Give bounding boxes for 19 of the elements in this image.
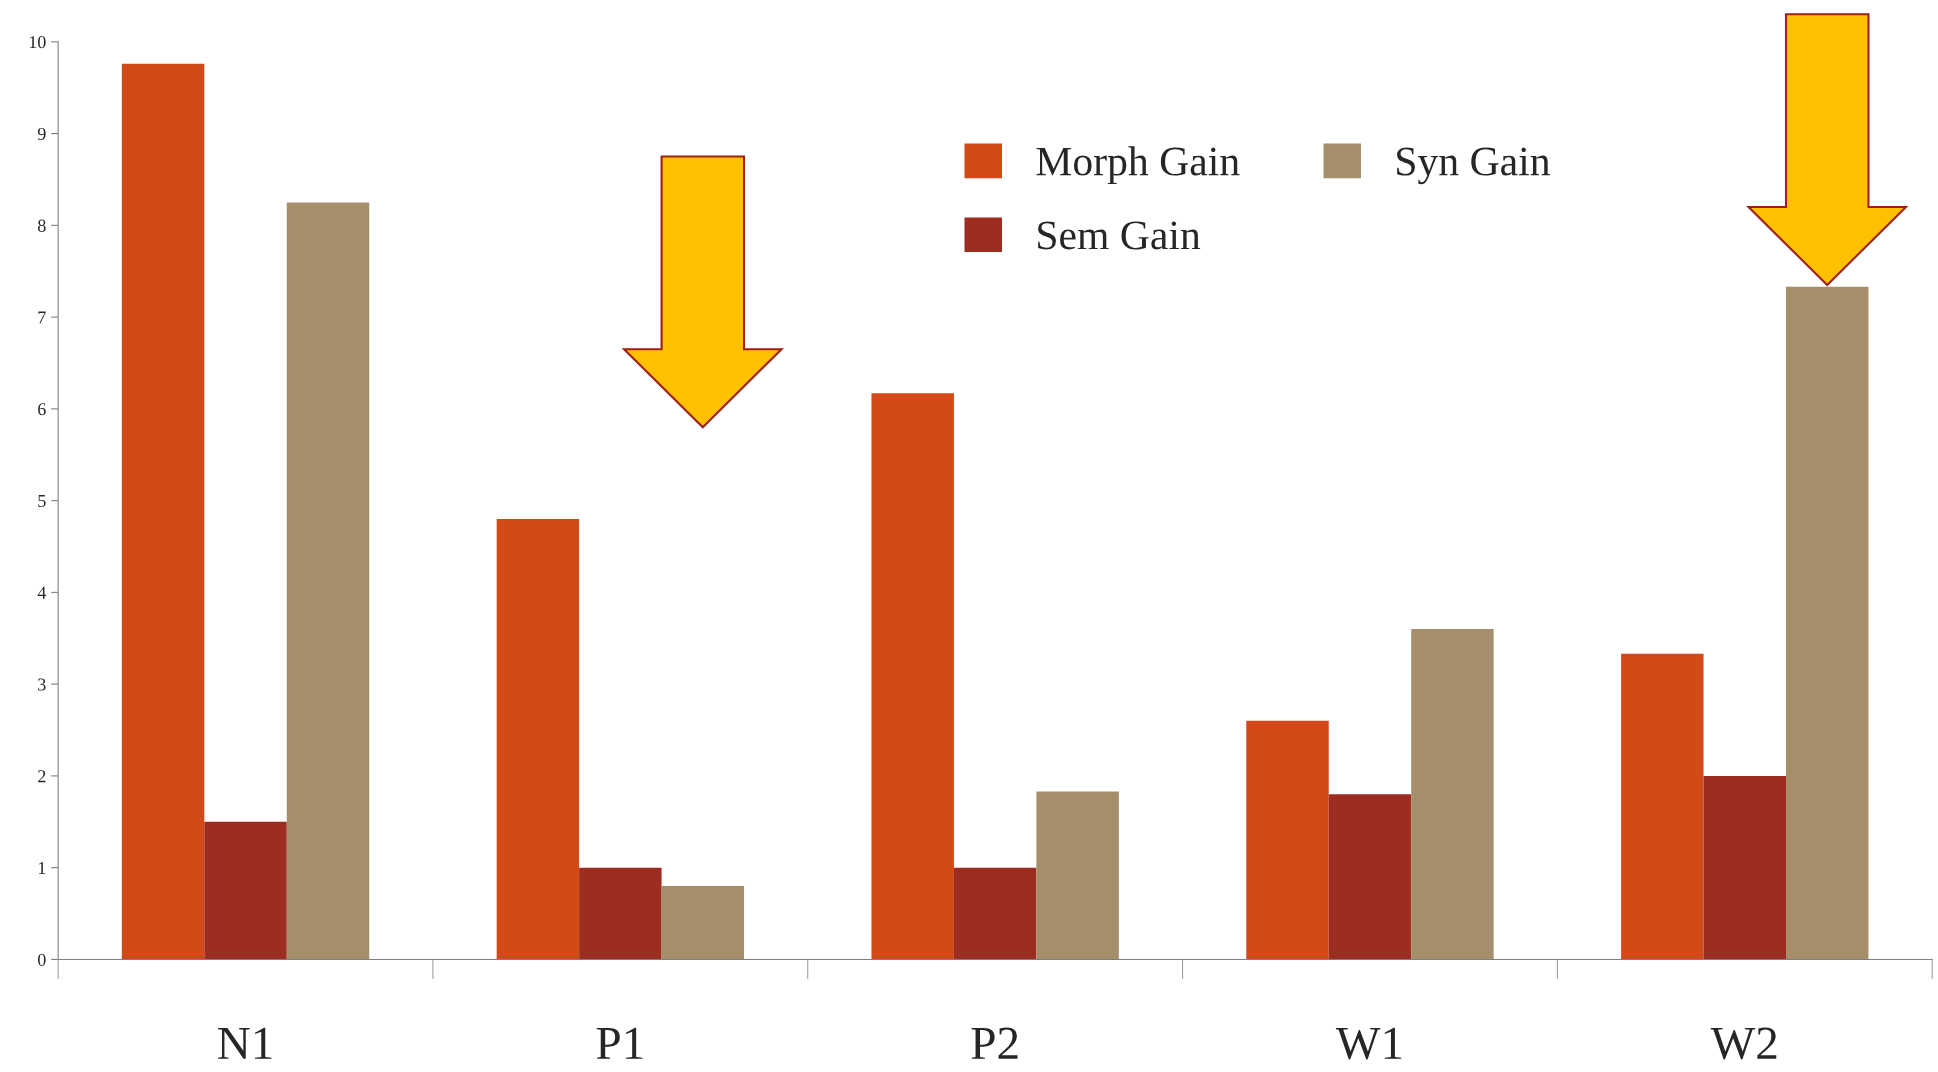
y-tick-label: 4	[37, 586, 47, 599]
y-tick-label: 1	[38, 862, 46, 874]
y-tick-label: 9	[37, 127, 46, 141]
y-tick-label: 6	[38, 403, 46, 416]
legend-label: Sem Gain	[1038, 221, 1201, 250]
legend-label: Syn Gain	[1397, 147, 1550, 185]
y-tick-label: 3	[38, 678, 46, 691]
x-tick-label: W1	[1335, 1027, 1402, 1060]
y-tick-label: 8	[38, 219, 46, 232]
x-tick-label: W2	[1710, 1027, 1777, 1060]
legend-label: Morph Gain	[1036, 146, 1240, 185]
y-tick-label: 5	[38, 495, 46, 508]
y-tick-label: 7	[38, 311, 46, 324]
y-tick-label: 0	[38, 953, 46, 966]
y-tick-label: 2	[38, 770, 46, 783]
x-tick-label: P1	[596, 1027, 643, 1059]
x-tick-label: P2	[971, 1027, 1018, 1059]
y-tick-label: 10	[29, 36, 46, 49]
x-tick-label: N1	[218, 1027, 272, 1059]
